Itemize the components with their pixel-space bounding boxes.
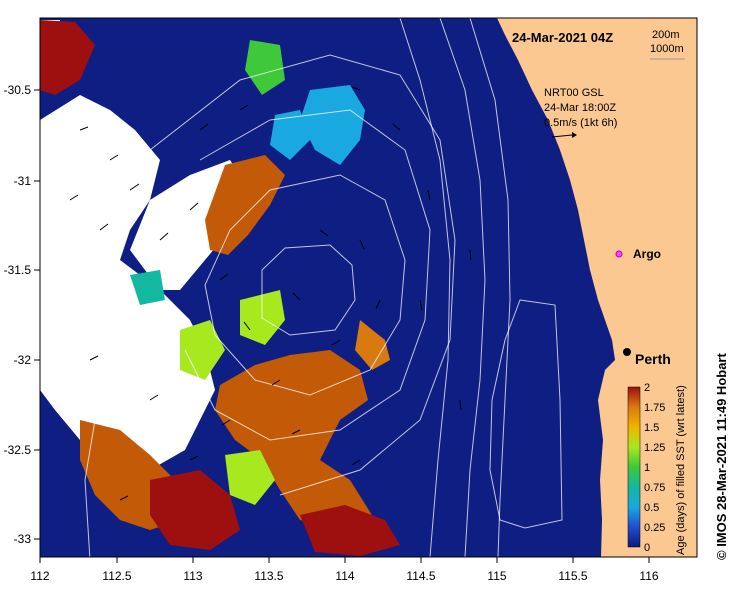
x-tick-label: 112 xyxy=(30,569,49,583)
age-patch-green xyxy=(180,320,225,380)
svg-text:0.75: 0.75 xyxy=(644,482,665,494)
land-area xyxy=(497,18,697,557)
x-tick-label: 114.5 xyxy=(406,569,435,583)
svg-text:0.5: 0.5 xyxy=(644,502,659,514)
y-tick-label: -32.5 xyxy=(4,443,32,457)
y-tick-label: -30.5 xyxy=(4,83,32,97)
svg-text:0: 0 xyxy=(644,542,650,554)
y-tick-label: -31.5 xyxy=(4,263,32,277)
date-label: 24-Mar-2021 04Z xyxy=(512,30,613,45)
isobath-label-200m: 200m xyxy=(652,29,680,41)
svg-text:1: 1 xyxy=(644,462,650,474)
x-tick-label: 113 xyxy=(183,569,202,583)
svg-text:0.25: 0.25 xyxy=(644,522,665,534)
current-vectors xyxy=(69,86,472,501)
x-tick-label: 112.5 xyxy=(102,569,131,583)
plot-frame xyxy=(39,17,698,558)
colorbar-title: Age (days) of filled SST (wrt latest) xyxy=(675,385,687,555)
current-scale-arrow xyxy=(551,132,577,138)
city-label: Perth xyxy=(635,351,671,367)
y-tick-label: -31 xyxy=(14,174,32,188)
y-tick-label: -32 xyxy=(14,353,32,367)
argo-marker xyxy=(615,250,623,258)
x-tick-label: 113.5 xyxy=(254,569,283,583)
x-tick-label: 115 xyxy=(487,569,506,583)
age-patch-green xyxy=(245,40,285,95)
age-patch-darkred xyxy=(40,20,95,95)
x-tick-label: 114 xyxy=(335,569,354,583)
age-patch-cyan xyxy=(300,85,365,165)
age-patch-darkred xyxy=(150,470,240,550)
current-source-label: NRT00 GSL xyxy=(544,87,604,99)
age-patch-orange xyxy=(205,155,285,255)
credit-label: © IMOS 28-Mar-2021 11:49 Hobart xyxy=(714,353,729,560)
x-axis-ticks xyxy=(39,557,650,563)
colorbar xyxy=(627,386,641,548)
svg-text:2: 2 xyxy=(644,382,650,394)
x-tick-label: 115.5 xyxy=(558,569,587,583)
current-scale-label: 0.5m/s (1kt 6h) xyxy=(544,117,617,129)
missing-data-region xyxy=(40,95,215,470)
age-patch-orange xyxy=(355,320,390,370)
age-patch-orange xyxy=(215,350,375,530)
contour-lines xyxy=(59,18,563,557)
isobath-label-1000m: 1000m xyxy=(650,43,684,55)
current-time-label: 24-Mar 18:00Z xyxy=(544,102,616,114)
y-axis-ticks xyxy=(34,89,40,540)
age-patch-green xyxy=(225,450,275,505)
perth-marker xyxy=(623,348,631,356)
svg-text:1.5: 1.5 xyxy=(644,422,659,434)
argo-label: Argo xyxy=(633,247,661,261)
age-patch-cyan xyxy=(270,110,310,160)
svg-text:1.25: 1.25 xyxy=(644,442,665,454)
y-tick-label: -33 xyxy=(14,532,32,546)
colorbar-ticks: 0 0.25 0.5 0.75 1 1.25 1.5 1.75 2 xyxy=(644,382,665,554)
age-patch-cyan xyxy=(130,270,165,305)
age-patch-darkred xyxy=(300,505,400,556)
svg-text:1.75: 1.75 xyxy=(644,402,665,414)
x-tick-label: 116 xyxy=(639,569,658,583)
